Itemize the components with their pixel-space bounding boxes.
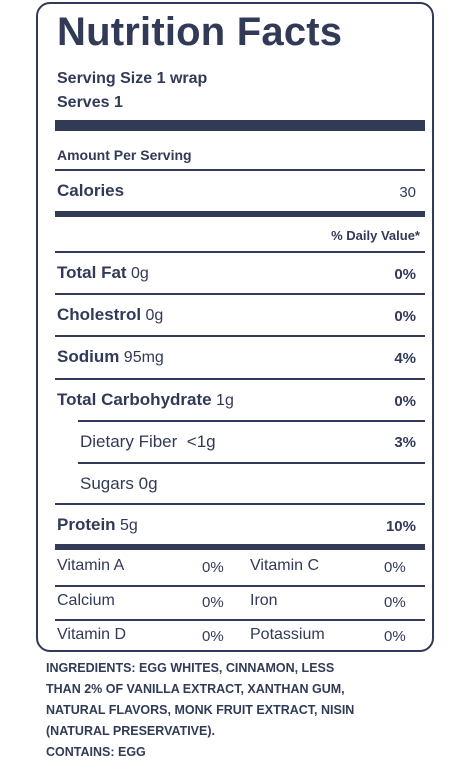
ingredients-line: INGREDIENTS: EGG WHITES, CINNAMON, LESS	[46, 661, 335, 675]
divider	[55, 251, 425, 253]
divider	[78, 420, 425, 422]
nutrient-name: Sugars	[80, 474, 134, 493]
vitamin-name: Vitamin A	[57, 557, 125, 574]
divider-thick	[55, 120, 425, 131]
divider	[55, 585, 425, 587]
serving-size: Serving Size 1 wrap	[57, 70, 208, 87]
nutrient-amount: 0g	[138, 474, 158, 493]
nutrient-name: Total Fat	[57, 263, 127, 282]
nutrient-row-sodium: Sodium 95mg	[57, 347, 164, 367]
ingredients-block: INGREDIENTS: EGG WHITES, CINNAMON, LESS …	[46, 658, 446, 763]
nutrient-amount: 5g	[120, 517, 138, 534]
calories-value: 30	[399, 184, 416, 201]
amount-per-serving: Amount Per Serving	[57, 147, 192, 163]
vitamin-dv: 0%	[384, 628, 406, 645]
nutrient-amount: 0g	[145, 307, 164, 324]
ingredients-line: NATURAL FLAVORS, MONK FRUIT EXTRACT, NIS…	[46, 703, 355, 717]
nutrition-facts-label: Nutrition Facts Serving Size 1 wrap Serv…	[36, 2, 434, 652]
nutrient-amount: <1g	[186, 432, 216, 451]
nutrient-row-cholestrol: Cholestrol 0g	[57, 305, 163, 325]
vitamin-dv: 0%	[384, 594, 406, 611]
nutrient-dv: 10%	[385, 518, 416, 535]
nutrient-row-dietary-fiber: Dietary Fiber <1g	[80, 432, 216, 452]
vitamin-dv: 0%	[384, 559, 406, 576]
nutrient-row-total-fat: Total Fat 0g	[57, 263, 149, 283]
ingredients-line: THAN 2% OF VANILLA EXTRACT, XANTHAN GUM,	[46, 682, 345, 696]
vitamin-name: Iron	[250, 592, 278, 609]
daily-value-header: % Daily Value*	[331, 228, 420, 243]
divider	[55, 293, 425, 295]
divider	[55, 503, 425, 505]
ingredients-line: (NATURAL PRESERVATIVE).	[46, 724, 215, 738]
vitamin-name: Vitamin C	[250, 557, 320, 574]
vitamin-name: Calcium	[57, 592, 115, 609]
nutrient-amount: 1g	[216, 392, 234, 409]
nutrient-dv: 0%	[394, 308, 416, 325]
divider	[55, 378, 425, 380]
divider	[55, 335, 425, 337]
nutrient-row-protein: Protein 5g	[57, 515, 138, 535]
nutrient-dv: 0%	[394, 266, 416, 283]
vitamin-name: Vitamin D	[57, 626, 127, 643]
nutrient-name: Protein	[57, 515, 116, 534]
nutrient-dv: 3%	[394, 434, 416, 451]
nutrient-name: Dietary Fiber	[80, 432, 178, 451]
divider	[78, 462, 425, 464]
vitamin-dv: 0%	[202, 594, 224, 611]
allergen-contains: CONTAINS: EGG	[46, 745, 146, 759]
vitamin-name: Potassium	[250, 626, 325, 643]
nutrient-name: Total Carbohydrate	[57, 390, 212, 409]
vitamin-dv: 0%	[202, 628, 224, 645]
nutrient-dv: 4%	[394, 350, 416, 367]
divider	[55, 169, 425, 171]
divider-medium	[55, 544, 425, 550]
vitamin-dv: 0%	[202, 559, 224, 576]
nutrient-name: Cholestrol	[57, 305, 142, 324]
divider	[55, 619, 425, 621]
divider-medium	[55, 211, 425, 217]
calories-label: Calories	[57, 181, 125, 200]
nutrient-row-sugars: Sugars 0g	[80, 474, 158, 494]
nutrient-name: Sodium	[57, 347, 120, 366]
nutrient-dv: 0%	[394, 393, 416, 410]
nutrient-amount: 0g	[131, 265, 149, 282]
servings-count: Serves 1	[57, 94, 123, 111]
label-title: Nutrition Facts	[57, 10, 343, 54]
nutrient-row-total-carbohydrate: Total Carbohydrate 1g	[57, 390, 234, 410]
nutrient-amount: 95mg	[123, 349, 164, 366]
